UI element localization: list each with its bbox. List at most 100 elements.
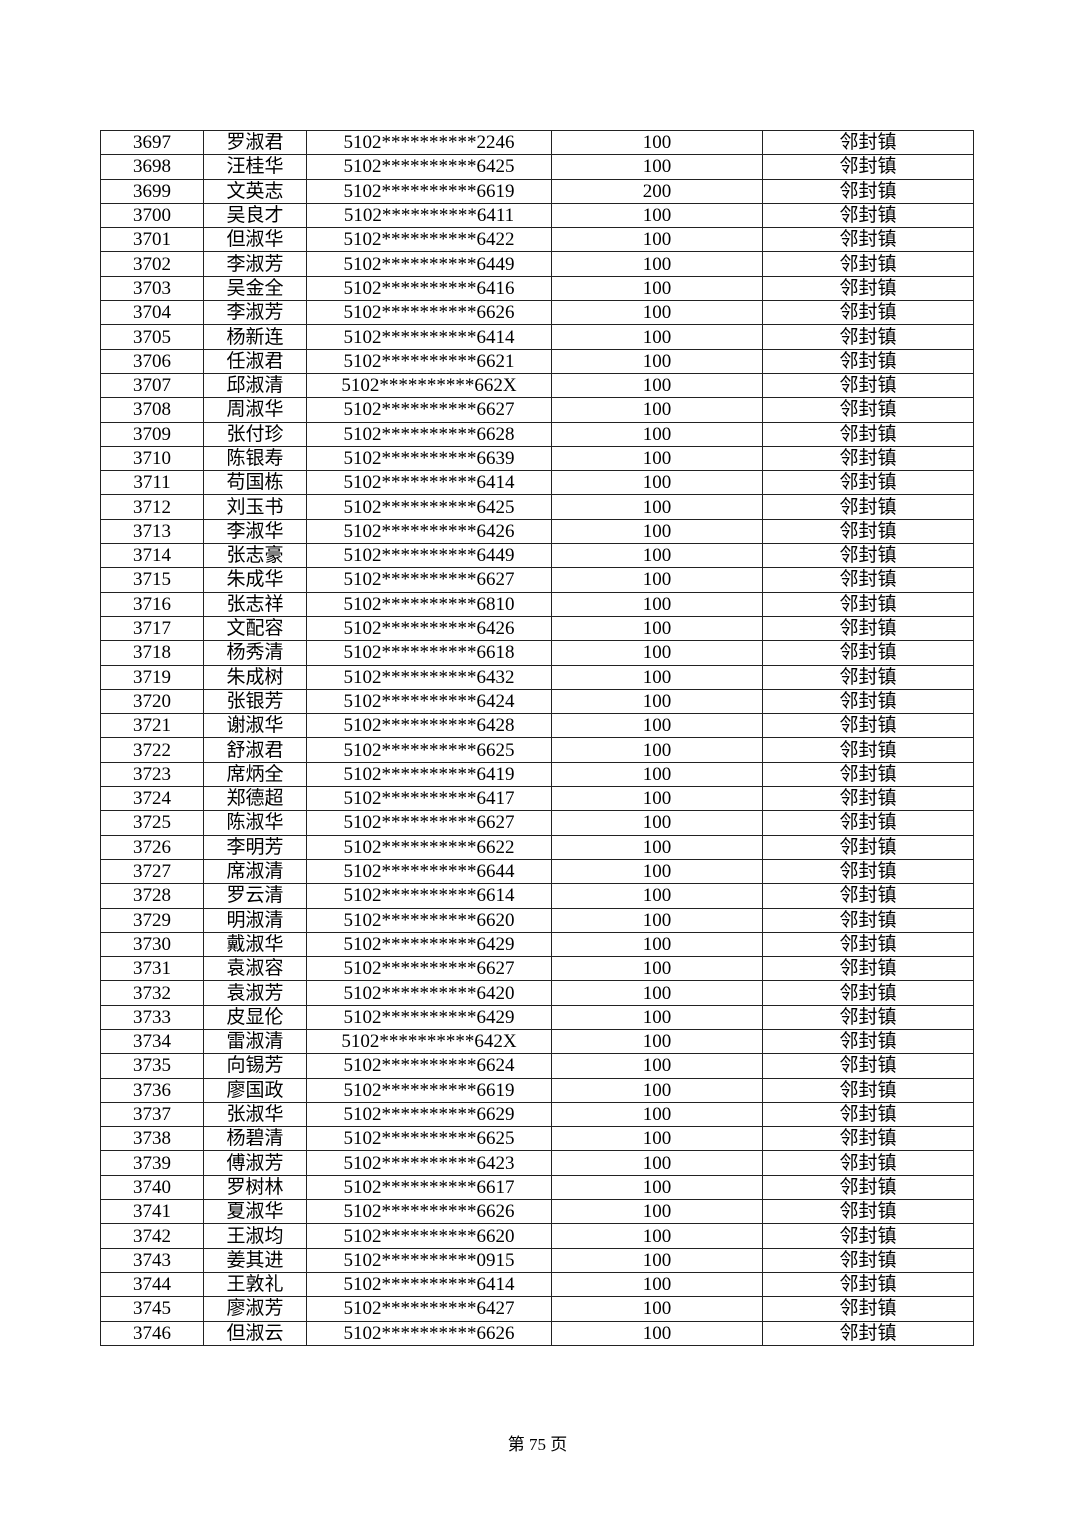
town-cell: 邻封镇 [762,1028,974,1055]
table-row: 3736 廖国政 5102**********6619 100 邻封镇 [100,1077,974,1103]
id-number-cell: 5102**********6639 [306,445,552,472]
town-cell: 邻封镇 [762,275,974,302]
serial-number-cell: 3739 [100,1150,204,1176]
amount-cell: 100 [551,1223,763,1249]
id-number-cell: 5102**********2246 [306,129,552,156]
amount-cell: 100 [551,251,763,277]
serial-number-cell: 3699 [100,178,204,204]
table-row: 3734 雷淑清 5102**********642X 100 邻封镇 [100,1028,974,1055]
name-cell: 刘玉书 [203,494,307,520]
table-row: 3708 周淑华 5102**********6627 100 邻封镇 [100,397,974,423]
table-row: 3722 舒淑君 5102**********6625 100 邻封镇 [100,737,974,763]
id-number-cell: 5102**********6414 [306,324,552,350]
town-cell: 邻封镇 [762,154,974,180]
serial-number-cell: 3746 [100,1320,204,1346]
table-row: 3705 杨新连 5102**********6414 100 邻封镇 [100,324,974,350]
town-cell: 邻封镇 [762,688,974,715]
serial-number-cell: 3711 [100,470,204,496]
serial-number-cell: 3722 [100,737,204,763]
serial-number-cell: 3723 [100,761,204,788]
amount-cell: 100 [551,397,763,423]
amount-cell: 100 [551,518,763,545]
town-cell: 邻封镇 [762,397,974,423]
town-cell: 邻封镇 [762,834,974,860]
name-cell: 任淑君 [203,348,307,374]
amount-cell: 100 [551,202,763,229]
table-row: 3746 但淑云 5102**********6626 100 邻封镇 [100,1320,974,1346]
serial-number-cell: 3704 [100,300,204,326]
town-cell: 邻封镇 [762,591,974,617]
serial-number-cell: 3697 [100,129,204,156]
town-cell: 邻封镇 [762,786,974,812]
id-number-cell: 5102**********6627 [306,810,552,836]
id-number-cell: 5102**********6625 [306,737,552,763]
name-cell: 张志豪 [203,543,307,569]
table-row: 3697 罗淑君 5102**********2246 100 邻封镇 [100,129,974,156]
id-number-cell: 5102**********662X [306,372,552,399]
serial-number-cell: 3703 [100,275,204,302]
table-row: 3739 傅淑芳 5102**********6423 100 邻封镇 [100,1150,974,1176]
id-number-cell: 5102**********6627 [306,397,552,423]
table-row: 3741 夏淑华 5102**********6626 100 邻封镇 [100,1199,974,1225]
id-number-cell: 5102**********6422 [306,227,552,253]
table-row: 3704 李淑芳 5102**********6626 100 邻封镇 [100,300,974,326]
table-row: 3716 张志祥 5102**********6810 100 邻封镇 [100,591,974,617]
town-cell: 邻封镇 [762,518,974,545]
amount-cell: 100 [551,494,763,520]
id-number-cell: 5102**********6420 [306,980,552,1006]
serial-number-cell: 3736 [100,1077,204,1103]
town-cell: 邻封镇 [762,640,974,666]
amount-cell: 100 [551,761,763,788]
name-cell: 杨新连 [203,324,307,350]
id-number-cell: 5102**********6429 [306,931,552,958]
table-row: 3745 廖淑芳 5102**********6427 100 邻封镇 [100,1296,974,1322]
amount-cell: 100 [551,1247,763,1273]
amount-cell: 100 [551,470,763,496]
serial-number-cell: 3743 [100,1247,204,1273]
amount-cell: 100 [551,615,763,642]
amount-cell: 100 [551,713,763,739]
town-cell: 邻封镇 [762,348,974,374]
name-cell: 张银芳 [203,688,307,715]
serial-number-cell: 3741 [100,1199,204,1225]
town-cell: 邻封镇 [762,1126,974,1152]
name-cell: 朱成华 [203,567,307,593]
town-cell: 邻封镇 [762,1271,974,1298]
id-number-cell: 5102**********6810 [306,591,552,617]
amount-cell: 100 [551,543,763,569]
serial-number-cell: 3735 [100,1053,204,1079]
id-number-cell: 5102**********6419 [306,761,552,788]
table-row: 3719 朱成树 5102**********6432 100 邻封镇 [100,664,974,690]
name-cell: 夏淑华 [203,1199,307,1225]
serial-number-cell: 3734 [100,1028,204,1055]
town-cell: 邻封镇 [762,810,974,836]
amount-cell: 100 [551,1296,763,1322]
serial-number-cell: 3745 [100,1296,204,1322]
id-number-cell: 5102**********6426 [306,518,552,545]
name-cell: 但淑华 [203,227,307,253]
id-number-cell: 5102**********6428 [306,713,552,739]
town-cell: 邻封镇 [762,615,974,642]
amount-cell: 100 [551,737,763,763]
amount-cell: 100 [551,786,763,812]
id-number-cell: 5102**********6414 [306,470,552,496]
table-row: 3701 但淑华 5102**********6422 100 邻封镇 [100,227,974,253]
id-number-cell: 5102**********6626 [306,300,552,326]
town-cell: 邻封镇 [762,251,974,277]
serial-number-cell: 3706 [100,348,204,374]
serial-number-cell: 3738 [100,1126,204,1152]
id-number-cell: 5102**********6620 [306,907,552,933]
table-row: 3700 吴良才 5102**********6411 100 邻封镇 [100,202,974,229]
serial-number-cell: 3708 [100,397,204,423]
amount-cell: 100 [551,154,763,180]
amount-cell: 100 [551,883,763,909]
table-row: 3718 杨秀清 5102**********6618 100 邻封镇 [100,640,974,666]
serial-number-cell: 3707 [100,372,204,399]
name-cell: 李淑芳 [203,251,307,277]
town-cell: 邻封镇 [762,300,974,326]
amount-cell: 100 [551,567,763,593]
amount-cell: 100 [551,421,763,447]
amount-cell: 100 [551,640,763,666]
town-cell: 邻封镇 [762,1174,974,1201]
name-cell: 王淑均 [203,1223,307,1249]
